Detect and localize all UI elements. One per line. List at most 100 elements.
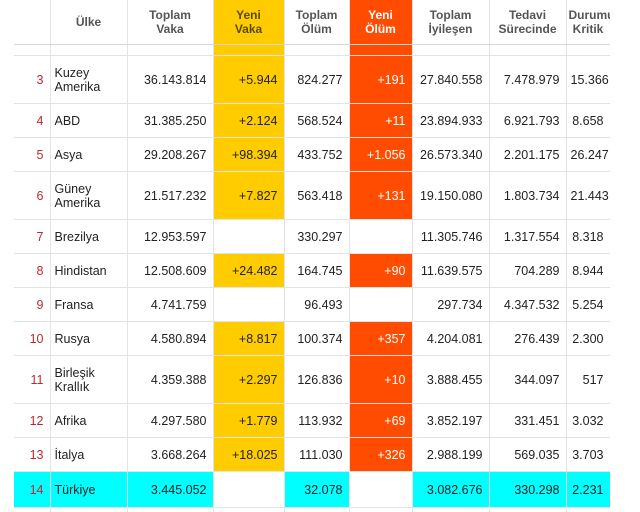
table-row: 4 ABD 31.385.250 +2.124 568.524 +11 23.894.933… — [14, 103, 610, 138]
row-active-cases: 2.201.175 — [489, 137, 567, 172]
row-country-name[interactable]: ABD — [50, 103, 128, 138]
row-country-name[interactable]: Güney Amerika — [50, 171, 128, 220]
row-country-name[interactable]: Asya — [50, 137, 128, 172]
row-active-cases: 331.451 — [489, 403, 567, 438]
row-active-cases: 4.347.532 — [489, 287, 567, 322]
row-country-name[interactable]: Brezilya — [50, 219, 128, 254]
row-total-cases: 12.508.609 — [127, 253, 214, 288]
row-rank: 5 — [14, 137, 51, 172]
table-row: 8 Hindistan 12.508.609 +24.482 164.745 +90 11.… — [14, 253, 610, 288]
row-total-recovered: 3.888.455 — [412, 355, 490, 404]
row-new-cases — [213, 287, 285, 322]
row-new-deaths — [349, 219, 413, 254]
row-total-deaths: 96.493 — [284, 287, 350, 322]
row-active-cases: 276.439 — [489, 321, 567, 356]
header-total-recovered[interactable]: Toplam İyileşen — [412, 0, 490, 45]
row-total-deaths: 113.932 — [284, 403, 350, 438]
header-new-cases[interactable]: Yeni Vaka — [213, 0, 285, 45]
row-total-recovered: 11.639.575 — [412, 253, 490, 288]
row-total-deaths: 330.297 — [284, 219, 350, 254]
row-active-cases: 569.035 — [489, 437, 567, 472]
row-total-deaths: 126.836 — [284, 355, 350, 404]
row-critical: 21.443 — [566, 171, 610, 220]
row-country-name[interactable]: Fransa — [50, 287, 128, 322]
row-rank: 10 — [14, 321, 51, 356]
row-country-name[interactable]: Rusya — [50, 321, 128, 356]
row-country-name[interactable]: Afrika — [50, 403, 128, 438]
table-row: 10 Rusya 4.580.894 +8.817 100.374 +357 4.204.0… — [14, 321, 610, 356]
row-new-deaths: +90 — [349, 253, 413, 288]
row-rank: 8 — [14, 253, 51, 288]
row-new-deaths: +1.056 — [349, 137, 413, 172]
table-row: 6 Güney Amerika 21.517.232 +7.827 563.418 +13… — [14, 171, 610, 220]
row-new-deaths: +191 — [349, 55, 413, 104]
covid-stats-table: Ülke Toplam Vaka Yeni Vaka Toplam Ölüm Yeni… — [14, 0, 610, 512]
row-total-recovered: 4.204.081 — [412, 321, 490, 356]
covid-stats-table-container: Ülke Toplam Vaka Yeni Vaka Toplam Ölüm Yeni… — [14, 0, 610, 512]
row-new-deaths: +326 — [349, 437, 413, 472]
row-critical: 2.231 — [566, 471, 610, 508]
row-new-deaths: +10 — [349, 355, 413, 404]
row-rank: 14 — [14, 471, 51, 508]
row-new-deaths: +131 — [349, 171, 413, 220]
row-rank: 11 — [14, 355, 51, 404]
row-active-cases: 1.803.734 — [489, 171, 567, 220]
row-active-cases: 1.317.554 — [489, 219, 567, 254]
table-row: 12 Afrika 4.297.580 +1.779 113.932 +69 3.852.1… — [14, 403, 610, 438]
row-total-recovered: 297.734 — [412, 287, 490, 322]
row-total-cases: 21.517.232 — [127, 171, 214, 220]
row-country-name[interactable]: Kuzey Amerika — [50, 55, 128, 104]
row-new-cases: +24.482 — [213, 253, 285, 288]
row-total-cases: 4.580.894 — [127, 321, 214, 356]
header-new-deaths[interactable]: Yeni Ölüm — [349, 0, 413, 45]
row-rank: 12 — [14, 403, 51, 438]
row-new-cases — [213, 471, 285, 508]
row-active-cases: 704.289 — [489, 253, 567, 288]
row-total-recovered: 27.840.558 — [412, 55, 490, 104]
row-critical: 2.300 — [566, 321, 610, 356]
header-active[interactable]: Tedavi Sürecinde — [489, 0, 567, 45]
row-rank: 7 — [14, 219, 51, 254]
table-row: 13 İtalya 3.668.264 +18.025 111.030 +326 2.988… — [14, 437, 610, 472]
row-total-recovered: 3.082.676 — [412, 471, 490, 508]
row-country-name[interactable]: Hindistan — [50, 253, 128, 288]
row-total-deaths: 433.752 — [284, 137, 350, 172]
row-total-cases: 4.741.759 — [127, 287, 214, 322]
row-active-cases: 330.298 — [489, 471, 567, 508]
header-total-deaths[interactable]: Toplam Ölüm — [284, 0, 350, 45]
header-rank[interactable] — [14, 0, 51, 45]
row-new-deaths: +11 — [349, 103, 413, 138]
row-new-deaths — [349, 287, 413, 322]
row-total-cases: 3.445.052 — [127, 471, 214, 508]
row-new-cases: +8.817 — [213, 321, 285, 356]
row-country-name[interactable]: Türkiye — [50, 471, 128, 508]
row-new-cases: +7.827 — [213, 171, 285, 220]
row-country-name[interactable]: İtalya — [50, 437, 128, 472]
row-total-recovered: 11.305.746 — [412, 219, 490, 254]
row-total-cases: 4.359.388 — [127, 355, 214, 404]
row-rank: 13 — [14, 437, 51, 472]
row-critical: 517 — [566, 355, 610, 404]
row-new-cases: +2.297 — [213, 355, 285, 404]
row-new-cases — [213, 219, 285, 254]
row-active-cases: 7.478.979 — [489, 55, 567, 104]
header-critical[interactable]: Durumu Kritik — [566, 0, 610, 45]
header-country[interactable]: Ülke — [50, 0, 128, 45]
row-critical: 8.318 — [566, 219, 610, 254]
header-total-cases[interactable]: Toplam Vaka — [127, 0, 214, 45]
table-row: 7 Brezilya 12.953.597 330.297 11.305.746 1.31… — [14, 219, 610, 254]
table-header-row: Ülke Toplam Vaka Yeni Vaka Toplam Ölüm Yeni… — [14, 0, 610, 45]
row-total-cases: 36.143.814 — [127, 55, 214, 104]
table-row: 3 Kuzey Amerika 36.143.814 +5.944 824.277 +19… — [14, 55, 610, 104]
row-new-deaths: +357 — [349, 321, 413, 356]
row-critical: 8.658 — [566, 103, 610, 138]
row-country-name[interactable]: Birleşik Krallık — [50, 355, 128, 404]
row-new-cases: +1.779 — [213, 403, 285, 438]
row-new-cases: +2.124 — [213, 103, 285, 138]
table-row: 9 Fransa 4.741.759 96.493 297.734 4.347.532 5.… — [14, 287, 610, 322]
row-total-cases: 3.668.264 — [127, 437, 214, 472]
row-new-deaths: +69 — [349, 403, 413, 438]
row-critical: 5.254 — [566, 287, 610, 322]
row-rank: 3 — [14, 55, 51, 104]
table-row-partial — [14, 507, 610, 512]
